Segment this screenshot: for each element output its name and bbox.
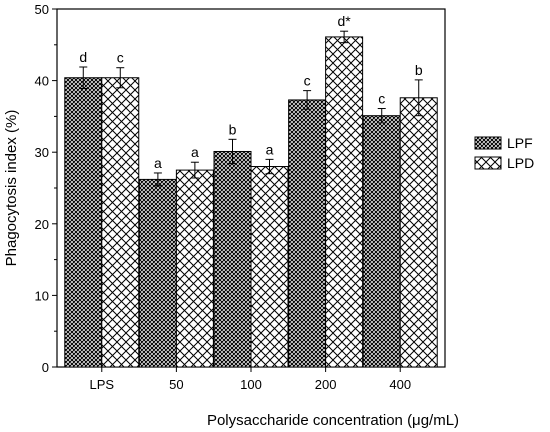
bar-lpd <box>399 97 438 368</box>
data-label: c <box>378 91 385 107</box>
x-tick-label: 100 <box>240 377 262 392</box>
bar-lpf <box>213 150 252 368</box>
bars: d c a a b a c d* c b <box>64 13 438 368</box>
x-tick-label: 200 <box>315 377 337 392</box>
data-label: a <box>266 141 274 157</box>
legend: LPF LPD <box>474 135 534 171</box>
bar-lpd <box>250 166 289 368</box>
y-tick-label: 0 <box>42 360 49 375</box>
data-label: b <box>229 121 237 137</box>
bar-lpf <box>288 99 327 368</box>
legend-label-lpd: LPD <box>507 155 534 171</box>
x-tick-label: 50 <box>169 377 183 392</box>
x-tick-label: 400 <box>389 377 411 392</box>
bar-lpf <box>64 77 103 368</box>
bar-lpf <box>138 178 177 368</box>
bar-lpf <box>362 115 401 368</box>
legend-swatch-lpf <box>474 136 502 150</box>
y-axis-label: Phagocytosis index (%) <box>3 110 20 267</box>
data-label: d <box>79 49 87 65</box>
bar-lpd <box>101 77 140 368</box>
y-axis: 0 10 20 30 40 50 <box>35 2 57 375</box>
y-tick-label: 40 <box>35 74 49 89</box>
data-label: d* <box>337 13 351 29</box>
y-tick-label: 30 <box>35 145 49 160</box>
bar-lpd <box>325 36 364 368</box>
data-label: c <box>117 50 124 66</box>
y-tick-label: 20 <box>35 217 49 232</box>
data-label: b <box>415 62 423 78</box>
data-label: a <box>154 155 162 171</box>
data-label: c <box>304 73 311 89</box>
legend-swatch-lpd <box>474 156 502 170</box>
x-axis: LPS 50 100 200 400 <box>89 367 411 392</box>
y-tick-label: 50 <box>35 2 49 17</box>
legend-label-lpf: LPF <box>507 135 533 151</box>
bar-lpd <box>175 169 214 368</box>
data-label: a <box>191 144 199 160</box>
x-axis-label: Polysaccharide concentration (μg/mL) <box>207 412 459 429</box>
y-tick-label: 10 <box>35 288 49 303</box>
x-tick-label: LPS <box>89 377 114 392</box>
